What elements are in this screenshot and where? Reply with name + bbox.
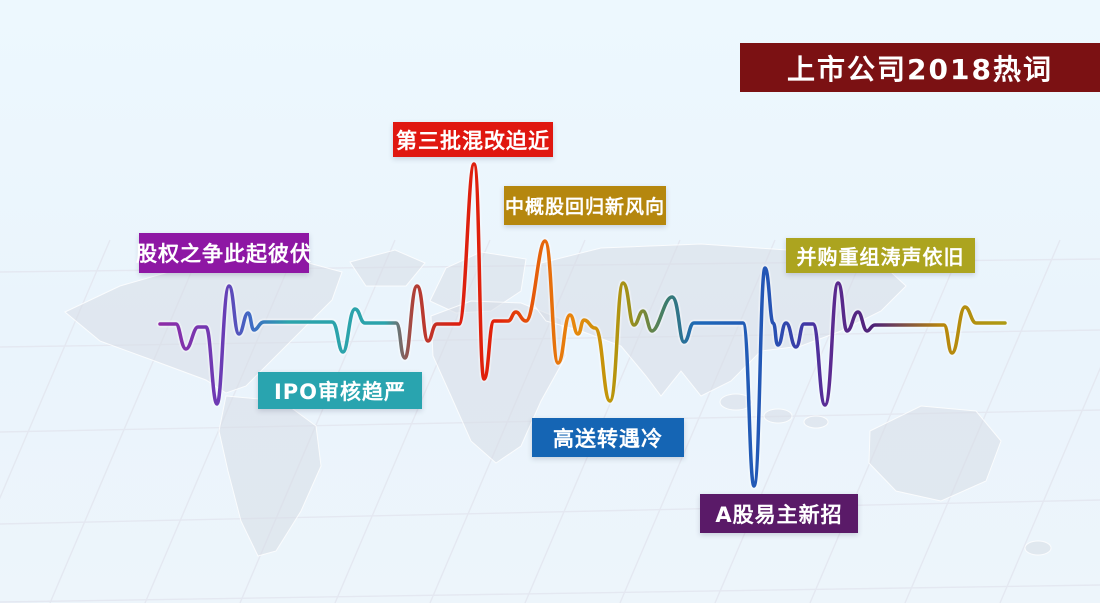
hotword-label: 中概股回归新风向 — [504, 196, 665, 218]
hotword-mixed-reform: 第三批混改迫近 — [393, 122, 553, 157]
hotword-china-concept-return: 中概股回归新风向 — [504, 186, 666, 225]
hotword-ma-restructuring: 并购重组涛声依旧 — [786, 238, 975, 273]
continent-greenland — [349, 249, 426, 287]
hotword-label: 股权之争此起彼伏 — [136, 242, 312, 266]
hotword-label: IPO审核趋严 — [273, 379, 407, 404]
island-sea-2 — [763, 408, 793, 424]
continent-australia — [868, 405, 1002, 502]
hotword-a-share-owner-change: A股易主新招 — [700, 494, 858, 533]
hotword-ipo-review: IPO审核趋严 — [258, 372, 422, 409]
island-new-zealand — [1024, 540, 1052, 556]
hotword-equity-battle: 股权之争此起彼伏 — [136, 233, 312, 273]
hotword-label: 高送转遇冷 — [553, 426, 663, 451]
continent-africa — [430, 300, 567, 464]
continent-south-america — [218, 395, 322, 557]
island-sea-3 — [803, 415, 829, 429]
hotword-high-transfer-cold: 高送转遇冷 — [532, 418, 684, 457]
page-title: 上市公司2018热词 — [787, 52, 1053, 86]
island-sea-1 — [719, 393, 753, 411]
heartbeat-line — [158, 162, 1007, 488]
hotword-label: 第三批混改迫近 — [396, 128, 550, 153]
hotword-label: A股易主新招 — [715, 502, 843, 527]
hotword-label: 并购重组涛声依旧 — [796, 245, 965, 269]
title-banner: 上市公司2018热词 — [740, 43, 1100, 92]
